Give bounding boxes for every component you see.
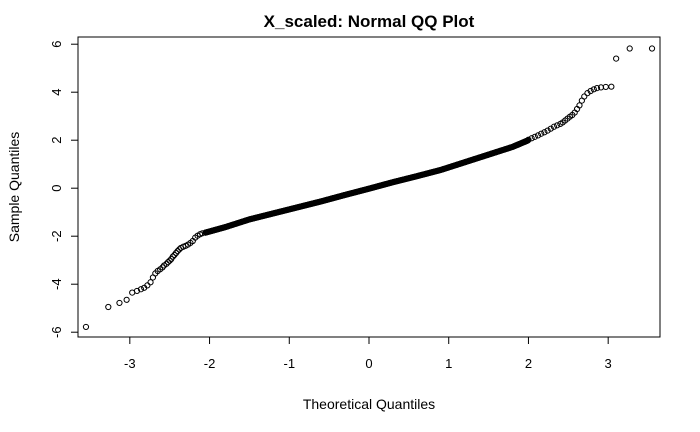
chart-title: X_scaled: Normal QQ Plot	[264, 12, 475, 31]
y-axis: -6 -4 -2 0 2 4 6	[49, 41, 79, 338]
data-point	[587, 87, 594, 95]
x-tick-label: 1	[445, 356, 452, 371]
data-point	[608, 83, 615, 90]
data-point	[137, 286, 145, 293]
y-tick-label: -4	[49, 278, 64, 290]
data-point	[613, 55, 620, 62]
data-point	[166, 257, 173, 264]
data-points	[82, 45, 656, 331]
data-point	[163, 260, 170, 267]
data-point	[159, 264, 166, 271]
data-point	[593, 85, 601, 92]
data-point	[172, 249, 180, 257]
data-point	[105, 303, 112, 311]
y-tick-label: 0	[49, 185, 64, 192]
data-point	[133, 287, 141, 295]
data-point	[626, 45, 633, 52]
data-point	[174, 247, 181, 255]
data-point	[534, 132, 542, 139]
data-point	[550, 123, 558, 130]
y-axis-label: Sample Quantiles	[6, 132, 22, 243]
x-tick-label: -1	[283, 356, 295, 371]
data-point	[531, 133, 538, 140]
data-point	[147, 279, 154, 286]
data-point	[123, 296, 130, 303]
y-tick-label: 4	[49, 89, 64, 96]
y-tick-label: -2	[49, 230, 64, 242]
data-point	[648, 45, 656, 52]
data-point	[164, 259, 172, 266]
x-tick-label: -3	[124, 356, 136, 371]
x-tick-label: -2	[204, 356, 216, 371]
data-point	[547, 125, 554, 132]
x-tick-label: 2	[525, 356, 532, 371]
data-point	[590, 86, 597, 93]
y-tick-label: 2	[49, 137, 64, 144]
data-point	[576, 102, 583, 109]
x-tick-label: 0	[365, 356, 372, 371]
data-point	[538, 130, 545, 137]
y-tick-label: -6	[49, 326, 64, 338]
data-point	[169, 253, 176, 260]
data-point	[116, 299, 123, 307]
data-point	[541, 129, 548, 136]
data-point	[581, 93, 588, 100]
data-point	[171, 251, 178, 259]
data-point	[544, 127, 551, 134]
x-tick-label: 3	[605, 356, 612, 371]
data-point	[528, 135, 535, 142]
data-point	[144, 282, 151, 289]
data-point	[525, 136, 532, 143]
data-point	[554, 122, 561, 129]
x-axis: -3 -2 -1 0 1 2 3	[124, 336, 612, 371]
data-point	[82, 323, 90, 331]
y-tick-label: 6	[49, 41, 64, 48]
x-axis-label: Theoretical Quantiles	[303, 396, 435, 412]
